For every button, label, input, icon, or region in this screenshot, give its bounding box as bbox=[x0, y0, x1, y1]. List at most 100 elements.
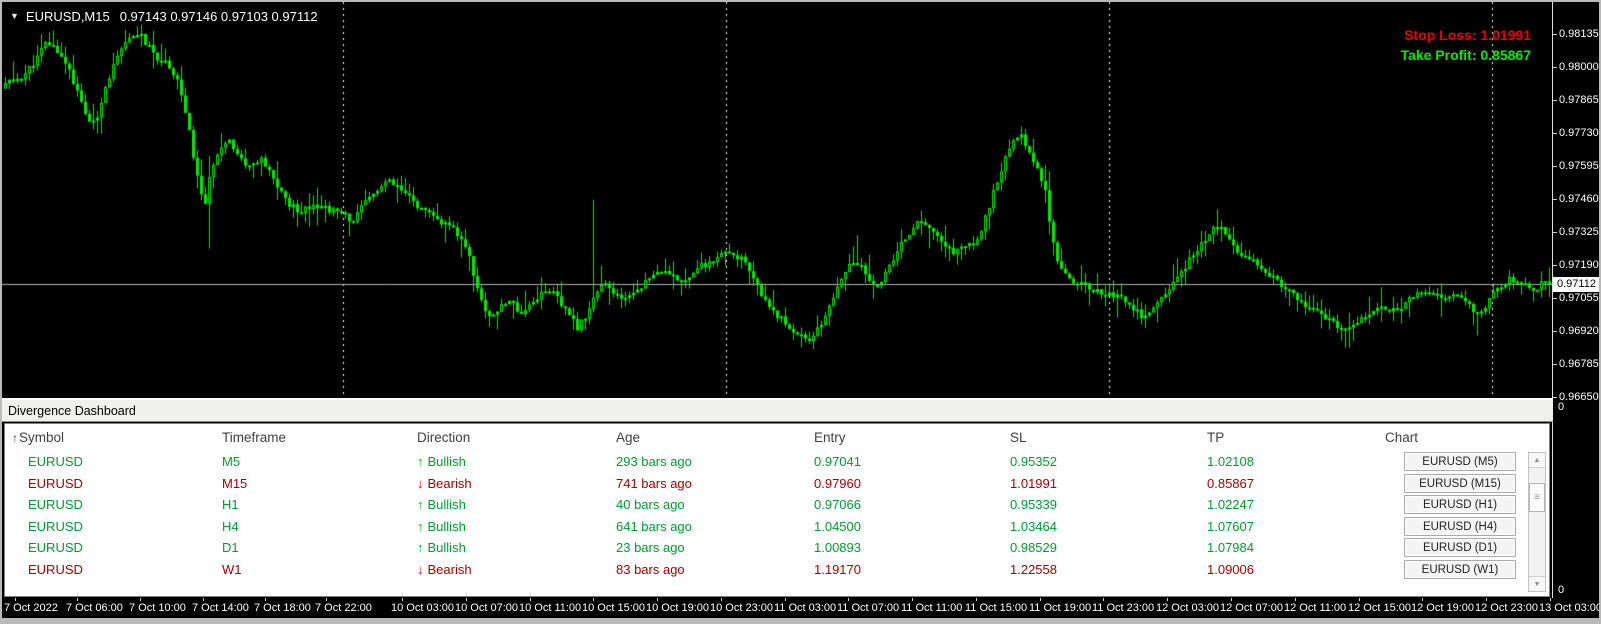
cell-symbol: EURUSD bbox=[28, 475, 83, 491]
time-tickmark bbox=[326, 598, 327, 601]
cell-entry: 0.97066 bbox=[814, 497, 861, 513]
time-tickmark bbox=[1167, 598, 1168, 601]
time-axis-label: 10 Oct 07:00 bbox=[455, 602, 518, 614]
subwindow-splitter[interactable] bbox=[2, 398, 1553, 400]
subwindow-scale-top: 0 bbox=[1558, 401, 1565, 413]
cell-timeframe: D1 bbox=[222, 540, 239, 556]
sort-ascending-icon[interactable]: ↑ bbox=[12, 431, 18, 445]
price-tickmark bbox=[1553, 364, 1557, 365]
price-tick-label: 0.98135 bbox=[1559, 28, 1599, 40]
time-axis-label: 10 Oct 19:00 bbox=[646, 602, 709, 614]
time-tickmark bbox=[593, 598, 594, 601]
time-tickmark bbox=[1040, 598, 1041, 601]
price-tickmark bbox=[1553, 67, 1557, 68]
price-tick-label: 0.97325 bbox=[1559, 226, 1599, 238]
cell-direction: ↑ Bullish bbox=[417, 540, 466, 556]
column-header-sl[interactable]: SL bbox=[1010, 430, 1027, 445]
open-chart-button-d1[interactable]: EURUSD (D1) bbox=[1404, 538, 1516, 558]
chart-dropdown-icon[interactable]: ▼ bbox=[10, 11, 19, 21]
time-tickmark bbox=[1295, 598, 1296, 601]
open-chart-button-m5[interactable]: EURUSD (M5) bbox=[1404, 452, 1516, 472]
time-tickmark bbox=[1231, 598, 1232, 601]
time-tickmark bbox=[77, 598, 78, 601]
time-axis-label: 11 Oct 15:00 bbox=[965, 602, 1028, 614]
cell-direction: ↑ Bullish bbox=[417, 497, 466, 513]
time-tickmark bbox=[15, 598, 16, 601]
bearish-arrow-icon: ↓ bbox=[417, 475, 424, 491]
cell-symbol: EURUSD bbox=[28, 497, 83, 513]
cell-sl: 0.98529 bbox=[1010, 540, 1057, 556]
price-tickmark bbox=[1553, 265, 1557, 266]
candlestick-chart[interactable] bbox=[2, 2, 1553, 398]
time-axis-label: 11 Oct 19:00 bbox=[1029, 602, 1092, 614]
price-tickmark bbox=[1553, 298, 1557, 299]
open-chart-button-h4[interactable]: EURUSD (H4) bbox=[1404, 516, 1516, 536]
column-header-symbol[interactable]: ↑Symbol bbox=[12, 430, 65, 445]
cell-symbol: EURUSD bbox=[28, 540, 83, 556]
current-price-tag: 0.97112 bbox=[1553, 277, 1599, 292]
column-header-tp[interactable]: TP bbox=[1207, 430, 1225, 445]
cell-direction: ↑ Bullish bbox=[417, 518, 466, 534]
cell-direction: ↑ Bullish bbox=[417, 454, 466, 470]
price-axis bbox=[1553, 2, 1599, 618]
column-header-direction[interactable]: Direction bbox=[417, 430, 471, 445]
column-header-age[interactable]: Age bbox=[616, 430, 641, 445]
bearish-arrow-icon: ↓ bbox=[417, 561, 424, 577]
cell-symbol: EURUSD bbox=[28, 518, 83, 534]
time-axis-label: 11 Oct 23:00 bbox=[1092, 602, 1155, 614]
price-tickmark bbox=[1553, 199, 1557, 200]
time-axis-label: 12 Oct 19:00 bbox=[1411, 602, 1474, 614]
time-axis-label: 7 Oct 14:00 bbox=[192, 602, 249, 614]
scrollbar-thumb[interactable]: ≡ bbox=[1529, 483, 1545, 512]
time-axis[interactable]: 7 Oct 2022 7 Oct 06:00 7 Oct 10:00 7 Oct 14… bbox=[2, 598, 1599, 618]
cell-tp: 0.85867 bbox=[1207, 475, 1254, 491]
open-chart-button-w1[interactable]: EURUSD (W1) bbox=[1404, 559, 1516, 579]
cell-tp: 1.07607 bbox=[1207, 518, 1254, 534]
cell-sl: 1.22558 bbox=[1010, 561, 1057, 577]
time-axis-label: 7 Oct 10:00 bbox=[129, 602, 186, 614]
time-axis-label: 11 Oct 03:00 bbox=[774, 602, 837, 614]
divergence-dashboard-panel: ↑Symbol Timeframe Direction Age Entry SL… bbox=[4, 423, 1550, 597]
cell-direction: ↓ Bearish bbox=[417, 561, 472, 577]
cell-direction: ↓ Bearish bbox=[417, 475, 472, 491]
time-tickmark bbox=[1486, 598, 1487, 601]
price-tickmark bbox=[1553, 34, 1557, 35]
cell-timeframe: H4 bbox=[222, 518, 239, 534]
indicator-title: Divergence Dashboard bbox=[8, 404, 136, 418]
time-axis-label: 12 Oct 03:00 bbox=[1156, 602, 1219, 614]
time-axis-label: 12 Oct 15:00 bbox=[1348, 602, 1411, 614]
cell-sl: 0.95352 bbox=[1010, 454, 1057, 470]
time-axis-label: 7 Oct 06:00 bbox=[66, 602, 123, 614]
cell-entry: 1.04500 bbox=[814, 518, 861, 534]
column-header-entry[interactable]: Entry bbox=[814, 430, 846, 445]
time-tickmark bbox=[1550, 598, 1551, 601]
dashboard-scrollbar[interactable]: ▲ ≡ ▼ bbox=[1528, 452, 1546, 592]
open-chart-button-h1[interactable]: EURUSD (H1) bbox=[1404, 495, 1516, 515]
time-tickmark bbox=[1422, 598, 1423, 601]
indicator-title-bar: Divergence Dashboard bbox=[2, 400, 1553, 422]
cell-symbol: EURUSD bbox=[28, 561, 83, 577]
time-tickmark bbox=[140, 598, 141, 601]
price-tickmark bbox=[1553, 133, 1557, 134]
cell-sl: 0.95339 bbox=[1010, 497, 1057, 513]
dashboard-header-row: ↑Symbol Timeframe Direction Age Entry SL… bbox=[5, 424, 1549, 451]
column-header-chart[interactable]: Chart bbox=[1385, 430, 1419, 445]
time-tickmark bbox=[657, 598, 658, 601]
bullish-arrow-icon: ↑ bbox=[417, 518, 424, 534]
time-tickmark bbox=[721, 598, 722, 601]
cell-sl: 1.01991 bbox=[1010, 475, 1057, 491]
time-tickmark bbox=[402, 598, 403, 601]
time-tickmark bbox=[265, 598, 266, 601]
cell-entry: 0.97960 bbox=[814, 475, 861, 491]
open-chart-button-m15[interactable]: EURUSD (M15) bbox=[1404, 473, 1516, 493]
scroll-down-icon[interactable]: ▼ bbox=[1529, 576, 1545, 591]
bullish-arrow-icon: ↑ bbox=[417, 454, 424, 470]
cell-timeframe: M15 bbox=[222, 475, 248, 491]
column-header-timeframe[interactable]: Timeframe bbox=[222, 430, 287, 445]
cell-entry: 0.97041 bbox=[814, 454, 861, 470]
cell-sl: 1.03464 bbox=[1010, 518, 1057, 534]
cell-tp: 1.02247 bbox=[1207, 497, 1254, 513]
scroll-up-icon[interactable]: ▲ bbox=[1529, 453, 1545, 468]
chart-symbol-period: EURUSD,M15 bbox=[25, 9, 110, 24]
